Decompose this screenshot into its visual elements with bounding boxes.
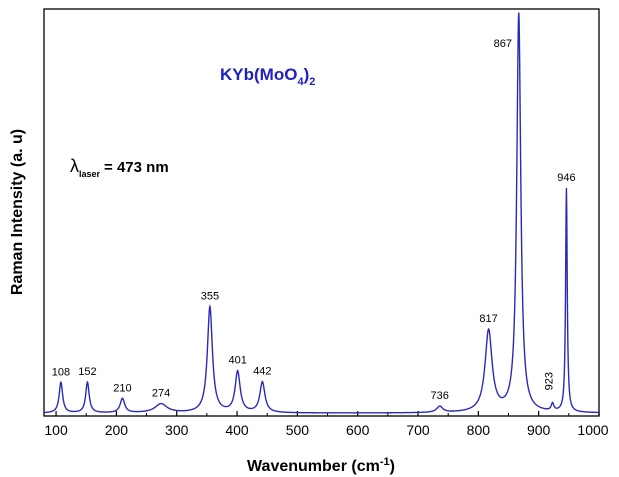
x-tick-label: 200 xyxy=(105,422,129,438)
peak-label: 817 xyxy=(479,313,497,325)
compound-formula: KYb(MoO4)2 xyxy=(220,65,315,88)
x-tick-label: 500 xyxy=(286,422,310,438)
peak-label: 946 xyxy=(557,172,575,184)
y-axis-label: Raman Intensity (a. u) xyxy=(9,129,26,295)
x-axis-label: Wavenumber (cm-1) xyxy=(247,456,395,475)
spectrum-line xyxy=(43,12,600,414)
x-tick-label: 1000 xyxy=(577,422,608,438)
x-tick-label: 900 xyxy=(527,422,551,438)
peak-label: 736 xyxy=(431,390,449,402)
x-tick-label: 600 xyxy=(346,422,370,438)
peak-label: 401 xyxy=(228,355,246,367)
peak-label: 108 xyxy=(52,366,70,378)
peak-label: 210 xyxy=(113,382,131,394)
x-tick-label: 700 xyxy=(406,422,430,438)
x-tick-label: 800 xyxy=(467,422,491,438)
x-tick-label: 300 xyxy=(165,422,189,438)
plot-area-frame xyxy=(43,8,600,417)
laser-wavelength-label: λlaser = 473 nm xyxy=(70,156,169,179)
peak-labels: 108 152 210 274 355 401 442 736 817 867 923 946 xyxy=(52,38,576,402)
x-axis-tick-labels: 100 200 300 400 500 600 700 800 900 1000 xyxy=(44,422,608,438)
peak-label: 867 xyxy=(494,38,512,50)
peak-label: 274 xyxy=(152,388,170,400)
x-tick-label: 100 xyxy=(44,422,68,438)
peak-label: 442 xyxy=(253,366,271,378)
peak-label: 923 xyxy=(544,372,556,390)
peak-label: 152 xyxy=(78,366,96,378)
peak-label: 355 xyxy=(201,290,219,302)
x-tick-label: 400 xyxy=(225,422,249,438)
